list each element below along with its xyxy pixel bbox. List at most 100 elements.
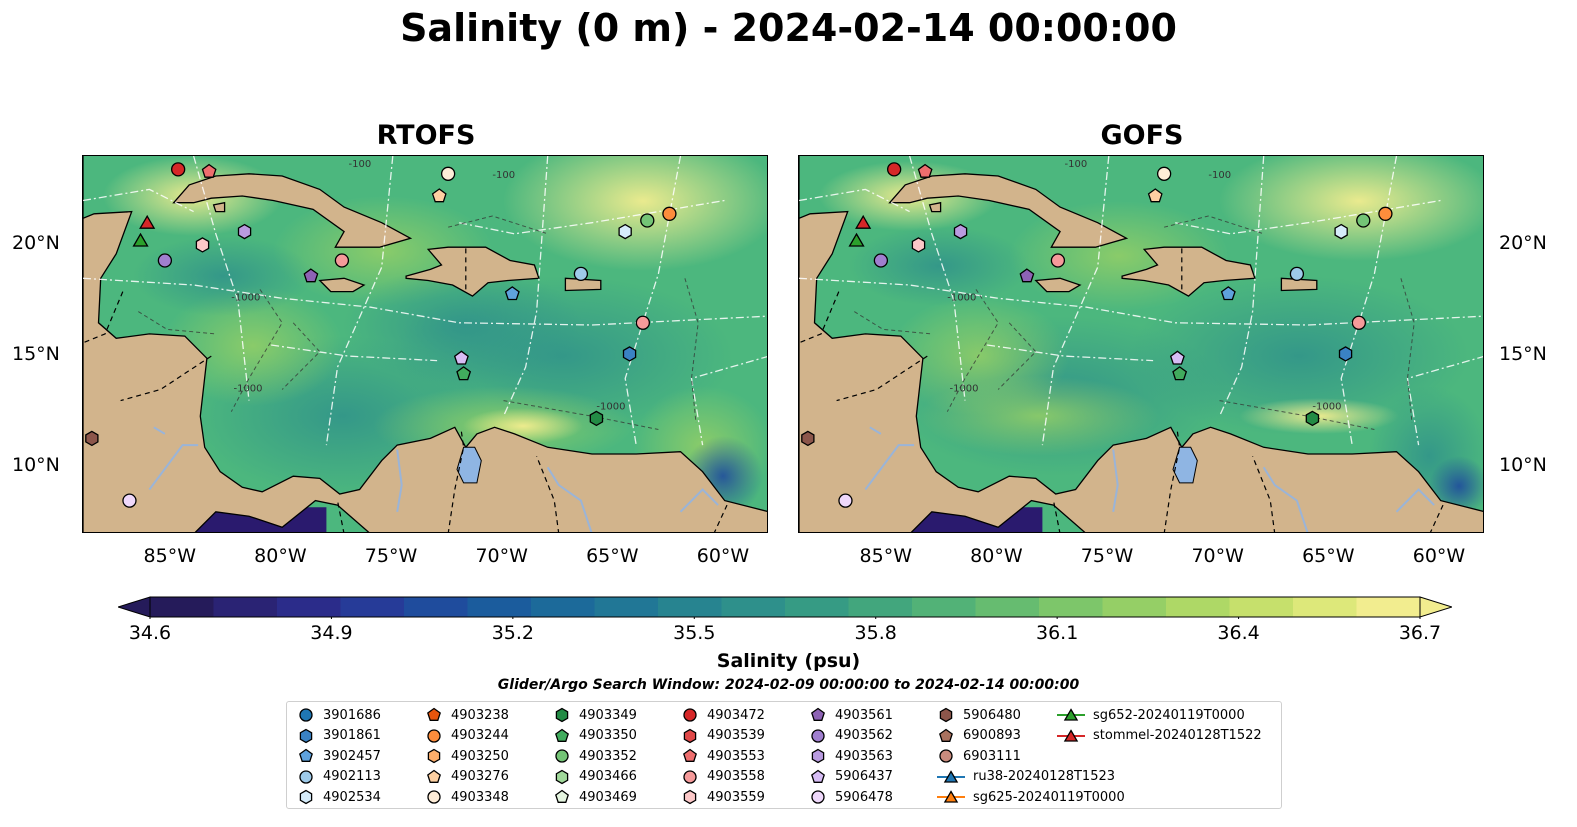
- float-marker-4902113[interactable]: [573, 266, 589, 281]
- legend-item[interactable]: stommel-20240128T1522: [1057, 726, 1262, 746]
- float-marker-5906478[interactable]: [838, 493, 853, 508]
- legend-item[interactable]: 4903350: [553, 726, 637, 746]
- glider-marker-stommel-20240128T1522[interactable]: [139, 214, 156, 229]
- legend-item[interactable]: 4903559: [681, 787, 765, 807]
- legend-item[interactable]: sg652-20240119T0000: [1057, 705, 1245, 725]
- float-marker-4903558[interactable]: [334, 253, 350, 268]
- float-marker-4903563[interactable]: [953, 223, 968, 240]
- float-marker-4903553[interactable]: [201, 163, 217, 178]
- float-marker-3901861[interactable]: [622, 346, 637, 362]
- legend-item[interactable]: 4903238: [425, 705, 509, 725]
- legend-item[interactable]: 6903111: [937, 746, 1021, 766]
- lon-tick-rtofs: 75°W: [364, 545, 418, 567]
- float-marker-5906437[interactable]: [1169, 350, 1185, 365]
- float-marker-4903558[interactable]: [1351, 315, 1367, 330]
- float-marker-4903562[interactable]: [873, 253, 889, 268]
- float-marker-3902457[interactable]: [504, 286, 520, 301]
- glider-marker-stommel-20240128T1522[interactable]: [855, 214, 872, 229]
- legend-item[interactable]: 5906480: [937, 705, 1021, 725]
- float-legend-marker-icon: [811, 728, 825, 743]
- eez-boundary: [325, 156, 394, 446]
- float-marker-3902457[interactable]: [1220, 286, 1236, 301]
- legend-item[interactable]: 4902534: [297, 787, 381, 807]
- legend-item[interactable]: 4903558: [681, 767, 765, 787]
- legend-item[interactable]: 6900893: [937, 726, 1021, 746]
- float-marker-4903561[interactable]: [303, 268, 319, 283]
- float-marker-4902534[interactable]: [618, 223, 632, 240]
- legend-item[interactable]: 4903469: [553, 787, 637, 807]
- country-border: [536, 455, 560, 532]
- contour-label: -1000: [947, 293, 976, 304]
- float-marker-4903276[interactable]: [1147, 188, 1163, 203]
- legend-item[interactable]: 4903466: [553, 767, 637, 787]
- float-marker-5906478[interactable]: [122, 493, 137, 508]
- legend-item[interactable]: 4903563: [809, 746, 893, 766]
- legend-label: 4903469: [579, 789, 637, 805]
- glider-marker-sg652-20240119T0000[interactable]: [132, 232, 149, 247]
- float-marker-4903349[interactable]: [1305, 410, 1320, 427]
- float-marker-4903244[interactable]: [662, 206, 677, 221]
- float-marker-4903562[interactable]: [157, 253, 173, 268]
- float-marker-4903563[interactable]: [237, 223, 252, 240]
- legend-item[interactable]: 5906478: [809, 787, 893, 807]
- rtofs-map-canvas: -100 -1000 -1000 -1000 -100: [83, 156, 767, 532]
- legend-item[interactable]: 4903561: [809, 705, 893, 725]
- land-puertorico: [1280, 277, 1318, 292]
- legend-item[interactable]: 4903352: [553, 746, 637, 766]
- float-marker-4903350[interactable]: [1172, 366, 1188, 381]
- legend-item[interactable]: 4903539: [681, 726, 765, 746]
- legend-item[interactable]: 4903472: [681, 705, 765, 725]
- legend-item[interactable]: sg625-20240119T0000: [937, 787, 1125, 807]
- float-marker-3901861[interactable]: [1338, 346, 1353, 362]
- legend-item[interactable]: 4903562: [809, 726, 893, 746]
- legend-item[interactable]: 5906437: [809, 767, 893, 787]
- glider-marker-sg652-20240119T0000[interactable]: [848, 232, 865, 247]
- contour-label: -100: [1065, 159, 1088, 170]
- eez-boundary: [799, 188, 910, 213]
- legend-item[interactable]: 4902113: [297, 767, 381, 787]
- legend-item[interactable]: 4903553: [681, 746, 765, 766]
- float-marker-4903559[interactable]: [911, 237, 926, 253]
- colorbar-tick-label: 34.6: [128, 622, 172, 644]
- legend-item[interactable]: 4903250: [425, 746, 509, 766]
- float-marker-4903553[interactable]: [917, 163, 933, 178]
- float-legend-marker-icon: [427, 748, 441, 764]
- map-rtofs[interactable]: -100 -1000 -1000 -1000 -100: [82, 155, 768, 533]
- float-marker-5906480[interactable]: [801, 430, 815, 447]
- float-marker-4903244[interactable]: [1378, 206, 1393, 221]
- colorbar-segment: [340, 597, 405, 617]
- legend-item[interactable]: 3901861: [297, 726, 381, 746]
- float-marker-4903559[interactable]: [195, 237, 210, 253]
- legend-item[interactable]: 4903244: [425, 726, 509, 746]
- float-marker-4902534[interactable]: [1334, 223, 1348, 240]
- lake-maracaibo: [1172, 446, 1198, 484]
- bathymetry-contour: [1219, 400, 1375, 430]
- legend-item[interactable]: ru38-20240128T1523: [937, 767, 1115, 787]
- float-marker-4903558[interactable]: [635, 315, 651, 330]
- contour-label: -100: [492, 170, 515, 181]
- float-marker-4903350[interactable]: [456, 366, 472, 381]
- legend-item[interactable]: 4903348: [425, 787, 509, 807]
- float-marker-4903558[interactable]: [1050, 253, 1066, 268]
- land-isleyouth: [212, 201, 226, 213]
- float-marker-4903276[interactable]: [431, 188, 447, 203]
- float-marker-4902113[interactable]: [1289, 266, 1305, 281]
- float-marker-4903348[interactable]: [440, 166, 456, 181]
- legend-item[interactable]: 4903349: [553, 705, 637, 725]
- float-marker-4903352[interactable]: [640, 213, 655, 228]
- lon-tick-rtofs: 70°W: [475, 545, 528, 567]
- float-marker-5906437[interactable]: [453, 350, 469, 365]
- legend-item[interactable]: 3901686: [297, 705, 381, 725]
- float-marker-4903561[interactable]: [1019, 268, 1035, 283]
- float-marker-4903472[interactable]: [171, 162, 186, 177]
- float-marker-4903349[interactable]: [589, 410, 604, 427]
- float-marker-5906480[interactable]: [85, 430, 99, 447]
- float-legend-marker-icon: [683, 708, 697, 722]
- map-gofs[interactable]: -100 -1000 -1000 -1000 -100: [798, 155, 1484, 533]
- float-marker-4903352[interactable]: [1356, 213, 1371, 228]
- float-marker-4903472[interactable]: [887, 162, 902, 177]
- float-marker-4903348[interactable]: [1156, 166, 1172, 181]
- legend-item[interactable]: 3902457: [297, 746, 381, 766]
- colorbar-segment: [721, 597, 786, 617]
- legend-item[interactable]: 4903276: [425, 767, 509, 787]
